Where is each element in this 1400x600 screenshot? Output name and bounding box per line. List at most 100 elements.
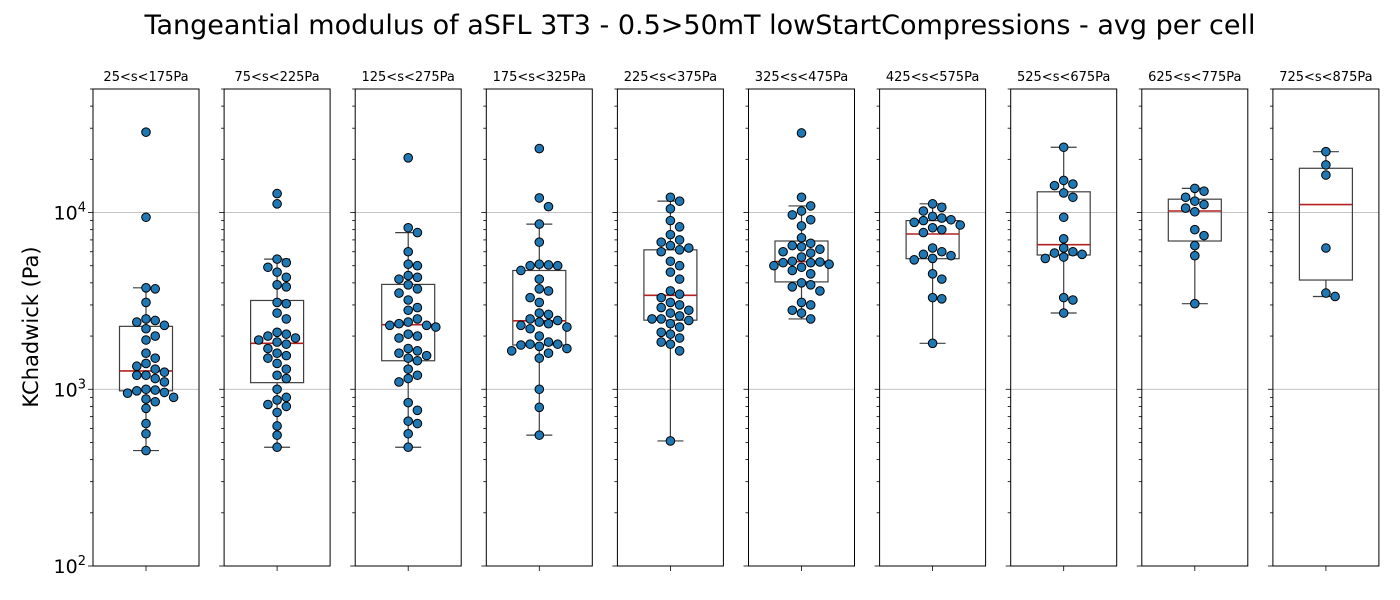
data-point [150, 385, 160, 395]
data-point [431, 322, 441, 332]
data-point [272, 280, 282, 290]
data-point [674, 289, 685, 300]
data-point [552, 260, 563, 271]
data-point [534, 219, 545, 229]
panel-frame [1272, 88, 1380, 567]
data-point [1321, 170, 1331, 180]
data-point [796, 297, 807, 308]
panel-title: 75<s<225Pa [235, 70, 320, 85]
data-point [1068, 295, 1078, 305]
data-point [665, 215, 676, 226]
data-point [412, 314, 423, 324]
data-point [290, 333, 301, 343]
panel-title: 175<s<325Pa [493, 70, 586, 85]
data-point [1040, 253, 1051, 264]
data-point [534, 317, 545, 327]
data-point [272, 358, 282, 369]
data-point [918, 215, 929, 226]
data-point [253, 335, 264, 345]
panel-frame [485, 88, 593, 567]
data-point [778, 246, 788, 257]
data-point [787, 256, 798, 267]
data-point [815, 257, 825, 267]
data-point [272, 337, 282, 347]
panel: 425<s<575Pa [874, 70, 987, 571]
data-point [412, 346, 423, 356]
data-point [506, 346, 517, 356]
data-point [927, 338, 938, 349]
data-point [534, 402, 545, 413]
data-point [281, 281, 292, 292]
data-point [656, 302, 667, 313]
data-point [534, 237, 545, 247]
data-point [412, 405, 423, 416]
data-point [1190, 240, 1200, 251]
y-axis-label: KChadwick (Pa) [19, 246, 43, 407]
data-point [403, 305, 414, 316]
data-point [394, 274, 404, 284]
data-point [927, 269, 938, 279]
data-point [1190, 196, 1200, 206]
data-point [525, 339, 535, 349]
data-point [1190, 250, 1200, 261]
data-point [403, 364, 414, 374]
data-point [150, 373, 160, 384]
data-point [403, 343, 414, 354]
data-point [412, 272, 423, 283]
data-point [141, 394, 151, 404]
data-point [805, 300, 816, 310]
data-point [534, 284, 545, 294]
data-point [937, 224, 947, 235]
data-point [562, 343, 572, 354]
data-point [421, 350, 432, 361]
box-iqr [1298, 167, 1354, 281]
data-point [403, 222, 414, 233]
data-point [665, 256, 676, 267]
data-point [1321, 243, 1331, 253]
data-point [769, 260, 779, 271]
data-point [159, 320, 170, 331]
data-point [132, 317, 142, 327]
data-point [665, 203, 676, 214]
data-point [534, 430, 545, 440]
data-point [684, 305, 694, 316]
data-point [412, 331, 423, 341]
data-point [815, 244, 825, 255]
data-point [674, 311, 685, 321]
data-point [281, 298, 292, 309]
data-point [403, 317, 414, 327]
panel: 75<s<225Pa [219, 70, 331, 571]
panel-title: 125<s<275Pa [361, 70, 454, 85]
data-point [796, 192, 807, 203]
data-point [281, 329, 292, 339]
data-point [674, 274, 685, 284]
data-point [272, 308, 282, 318]
data-point [534, 331, 545, 341]
data-point [805, 269, 816, 279]
data-point [955, 220, 966, 230]
data-point [787, 281, 798, 292]
data-point [805, 201, 816, 211]
data-point [281, 364, 292, 374]
data-point [1068, 246, 1078, 257]
data-point [272, 254, 282, 264]
data-point [534, 193, 545, 203]
data-point [796, 206, 807, 216]
panel-title: 325<s<475Pa [755, 70, 848, 85]
data-point [665, 318, 676, 329]
data-point [534, 259, 545, 270]
data-point [1058, 252, 1069, 262]
data-point [918, 206, 929, 216]
data-point [1321, 146, 1331, 157]
data-point [796, 262, 807, 273]
data-point [394, 318, 404, 329]
data-point [534, 384, 545, 395]
data-point [403, 373, 414, 384]
data-point [1058, 243, 1069, 253]
data-point [1321, 288, 1331, 298]
data-point [412, 370, 423, 381]
data-point [403, 259, 414, 270]
data-point [263, 353, 273, 363]
data-point [665, 192, 676, 203]
panel-frame [223, 88, 331, 567]
